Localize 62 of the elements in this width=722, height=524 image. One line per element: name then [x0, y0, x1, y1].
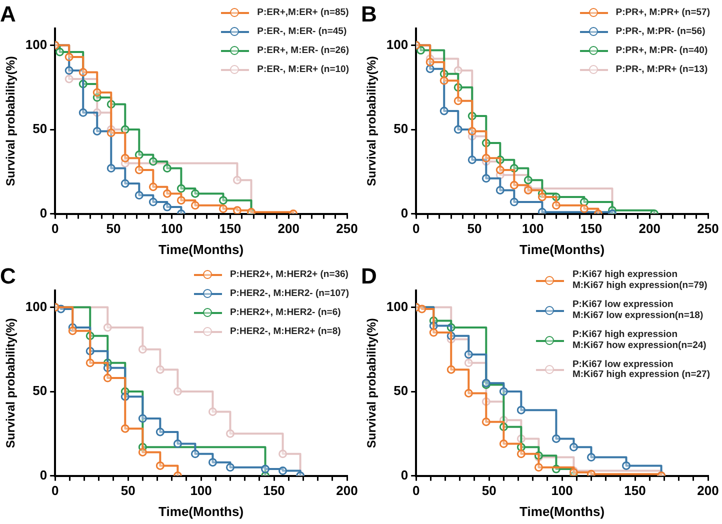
legend-label: P:HER2-, M:HER2+ (n=8): [230, 326, 341, 338]
legend-label: P:ER-, M:ER+ (n=10): [257, 64, 349, 76]
legend-label: P:PR-, M:PR- (n=56): [616, 26, 706, 38]
chart-title: A: [0, 1, 16, 26]
y-axis-title: Survival probability(%): [4, 56, 18, 186]
x-tick-label: 200: [336, 483, 358, 498]
y-tick-label: 0: [400, 467, 408, 482]
y-tick-label: 50: [394, 383, 408, 398]
y-axis-title: Survival probability(%): [4, 318, 18, 448]
y-tick-label: 50: [32, 383, 48, 398]
x-tick-label: 200: [638, 221, 660, 236]
x-tick-label: 0: [412, 483, 420, 498]
y-tick-label: 100: [386, 36, 408, 52]
x-tick-label: 0: [51, 483, 59, 498]
legend-label: P:ER-, M:ER- (n=45): [257, 26, 347, 38]
x-tick-label: 100: [551, 483, 573, 498]
x-tick-label: 150: [624, 483, 646, 498]
legend-label: P:PR+, M:PR- (n=40): [616, 44, 708, 57]
chart-title: C: [0, 263, 16, 288]
x-tick-label: 150: [580, 221, 602, 236]
legend-label: P:HER2+, M:HER2- (n=6): [230, 306, 341, 319]
legend-label: P:Ki67 low expression M:Ki67 low expression(n=18): [572, 298, 704, 322]
legend-label: P:PR+, M:PR+ (n=57): [616, 7, 710, 19]
x-tick-label: 250: [697, 221, 719, 236]
x-axis-title: Time(Months): [520, 504, 605, 519]
x-tick-label: 150: [219, 221, 242, 236]
x-tick-label: 250: [336, 221, 358, 236]
x-tick-label: 50: [467, 221, 482, 236]
y-tick-label: 0: [40, 205, 48, 220]
legend-label: P:HER2-, M:HER2- (n=107): [230, 288, 349, 300]
legend-label: P:Ki67 low expression M:Ki67 high expression (n=27): [572, 358, 710, 382]
x-tick-label: 0: [412, 221, 420, 236]
chart-title: B: [361, 1, 377, 26]
y-axis-title: Survival probability(%): [364, 56, 379, 186]
x-tick-label: 50: [106, 221, 121, 236]
y-tick-label: 100: [25, 298, 48, 314]
y-tick-label: 100: [25, 36, 48, 52]
x-tick-label: 200: [278, 221, 300, 236]
x-axis-title: Time(Months): [520, 242, 605, 257]
legend-label: P:ER+, M:ER- (n=26): [257, 44, 349, 57]
y-tick-label: 50: [394, 121, 408, 136]
x-axis-title: Time(Months): [158, 242, 244, 257]
y-tick-label: 0: [400, 205, 408, 220]
y-tick-label: 100: [386, 298, 408, 314]
x-tick-label: 100: [190, 483, 212, 498]
legend-label: P:Ki67 high expression M:Ki67 high expression(n=79): [572, 269, 708, 292]
y-tick-label: 0: [40, 467, 48, 482]
x-tick-label: 100: [522, 221, 544, 236]
legend-label: P:PR-, M:PR+ (n=13): [616, 64, 708, 76]
y-tick-label: 50: [32, 121, 48, 136]
x-tick-label: 150: [263, 483, 285, 498]
x-tick-label: 50: [482, 483, 496, 498]
x-tick-label: 100: [161, 221, 183, 236]
y-axis-title: Survival probability(%): [364, 318, 379, 448]
chart-title: D: [361, 263, 377, 288]
x-tick-label: 50: [120, 483, 136, 498]
legend-label: P:Ki67 high expression M:Ki67 how expression(n=24): [572, 328, 706, 352]
legend-label: P:HER2+, M:HER2+ (n=36): [230, 269, 348, 281]
legend-label: P:ER+,M:ER+ (n=85): [257, 7, 349, 19]
x-tick-label: 200: [697, 483, 719, 498]
x-tick-label: 0: [51, 221, 59, 236]
x-axis-title: Time(Months): [158, 504, 244, 519]
